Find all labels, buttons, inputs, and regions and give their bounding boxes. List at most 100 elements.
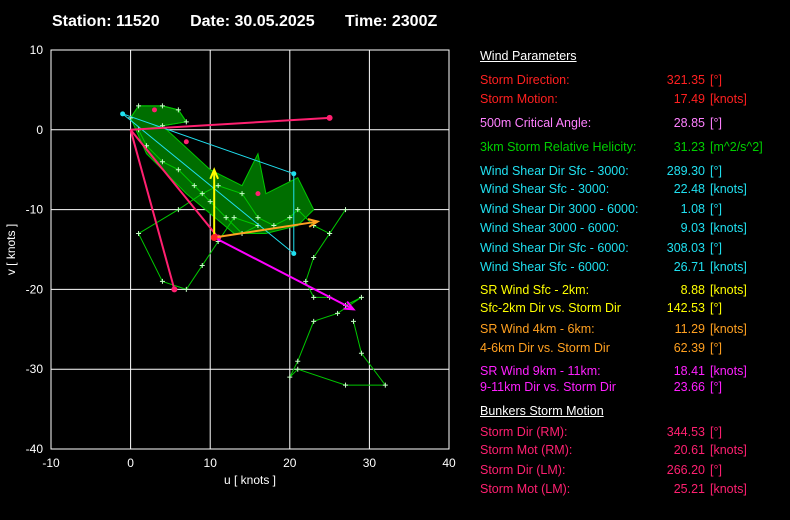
param-row: Wind Shear Sfc - 6000: 26.71 [knots] [480, 259, 785, 275]
param-label: Storm Mot (RM): [480, 443, 573, 457]
param-value: 17.49 [673, 92, 705, 106]
x-tick-label: -10 [42, 456, 60, 470]
bunkers-row: Storm Dir (RM): 344.53 [°] [480, 424, 785, 440]
param-value: 142.53 [666, 301, 705, 315]
param-label: SR Wind 9km - 11km: [480, 364, 601, 378]
param-unit: [m^2/s^2] [710, 140, 763, 154]
y-tick-label: 10 [30, 43, 44, 57]
param-value: 18.41 [673, 364, 705, 378]
wind-shear-line [122, 113, 295, 255]
param-row: SR Wind Sfc - 2km: 8.88 [knots] [480, 282, 785, 298]
hodograph-point [207, 199, 213, 205]
hodograph-point [327, 231, 333, 237]
hodograph-point [159, 278, 165, 284]
param-unit: [knots] [710, 221, 747, 235]
param-row: SR Wind 4km - 6km: 11.29 [knots] [480, 321, 785, 337]
param-value: 1.08 [680, 202, 705, 216]
storm-motion-vector [129, 129, 219, 239]
param-label: 500m Critical Angle: [480, 116, 592, 130]
param-label: Wind Shear 3000 - 6000: [480, 221, 619, 235]
param-unit: [knots] [710, 482, 747, 496]
param-unit: [knots] [710, 364, 747, 378]
bunkers-row: Storm Dir (LM): 266.20 [°] [480, 462, 785, 478]
wind-shear-point [120, 111, 126, 117]
param-unit: [knots] [710, 443, 747, 457]
param-value: 308.03 [666, 241, 705, 255]
storm-motion-marker [210, 234, 218, 242]
param-label: 4-6km Dir vs. Storm Dir [480, 341, 610, 355]
param-label: Wind Shear Dir Sfc - 3000: [480, 164, 629, 178]
hodograph-point [311, 294, 317, 300]
hodograph-point [350, 318, 356, 324]
hodograph-point [223, 215, 229, 221]
wind-shear-point [291, 250, 297, 256]
param-value: 289.30 [666, 164, 705, 178]
hodograph-point [175, 207, 181, 213]
hodograph-chart: -10 0 10 20 30 40 10 0 -10 -20 -30 -40 u [ knots ] v … [4, 43, 456, 487]
plot-frame [50, 49, 450, 450]
hodograph-point [335, 310, 341, 316]
hodograph-point [191, 183, 197, 189]
y-tick-label: -40 [26, 442, 44, 456]
param-value: 31.23 [673, 140, 705, 154]
param-unit: [°] [710, 463, 722, 477]
param-unit: [°] [710, 164, 722, 178]
param-value: 266.20 [666, 463, 705, 477]
bunkers-row: Storm Mot (LM): 25.21 [knots] [480, 481, 785, 497]
hodograph-point [136, 231, 142, 237]
hodograph-point [159, 159, 165, 165]
param-unit: [°] [710, 202, 722, 216]
param-unit: [°] [710, 116, 722, 130]
hodograph-point [183, 286, 189, 292]
hodograph-point [295, 366, 301, 372]
param-row: 9-11km Dir vs. Storm Dir 23.66 [°] [480, 379, 785, 395]
station-label: Station: 11520 [52, 13, 160, 30]
hodograph-point [343, 382, 349, 388]
param-unit: [knots] [710, 182, 747, 196]
hodograph-point [295, 207, 301, 213]
storm-motion-vector [130, 116, 330, 131]
param-row: Sfc-2km Dir vs. Storm Dir 142.53 [°] [480, 300, 785, 316]
param-row: Storm Direction: 321.35 [°] [480, 72, 785, 88]
hodograph-point [231, 215, 237, 221]
param-row: 500m Critical Angle: 28.85 [°] [480, 115, 785, 131]
hodograph-point [343, 207, 349, 213]
param-label: Storm Direction: [480, 73, 570, 87]
bunkers-title: Bunkers Storm Motion [480, 404, 604, 418]
storm-motion-point [326, 114, 333, 121]
param-label: 9-11km Dir vs. Storm Dir [480, 380, 616, 394]
param-label: SR Wind Sfc - 2km: [480, 283, 590, 297]
hodograph-point [199, 262, 205, 268]
param-unit: [°] [710, 73, 722, 87]
sr-sfc-2km-arrow-head [209, 167, 219, 180]
hodograph-point [255, 215, 261, 221]
param-value: 26.71 [673, 260, 705, 274]
param-row: Wind Shear Dir Sfc - 3000: 289.30 [°] [480, 163, 785, 179]
critical-angle-point [183, 139, 189, 145]
param-value: 321.35 [666, 73, 705, 87]
param-label: 3km Storm Relative Helicity: [480, 140, 637, 154]
param-label: Storm Mot (LM): [480, 482, 571, 496]
x-tick-label: 10 [204, 456, 218, 470]
param-label: Storm Dir (RM): [480, 425, 568, 439]
param-label: Wind Shear Sfc - 6000: [480, 260, 610, 274]
hodograph-point [175, 167, 181, 173]
x-tick-label: 30 [363, 456, 377, 470]
param-row: Storm Motion: 17.49 [knots] [480, 91, 785, 107]
param-unit: [°] [710, 380, 722, 394]
y-tick-label: 0 [36, 123, 43, 137]
date-label: Date: 30.05.2025 [190, 13, 315, 30]
param-unit: [knots] [710, 283, 747, 297]
param-value: 344.53 [666, 425, 705, 439]
param-value: 28.85 [673, 116, 705, 130]
y-tick-label: -10 [26, 203, 44, 217]
y-axis-label: v [ knots ] [4, 224, 18, 275]
y-tick-label: -20 [26, 282, 44, 296]
hodograph-point [303, 278, 309, 284]
param-row: 4-6km Dir vs. Storm Dir 62.39 [°] [480, 340, 785, 356]
param-unit: [°] [710, 301, 722, 315]
sr-4-6km-arrow [214, 220, 318, 239]
param-unit: [knots] [710, 260, 747, 274]
param-value: 25.21 [673, 482, 705, 496]
hodograph-line [130, 105, 387, 386]
